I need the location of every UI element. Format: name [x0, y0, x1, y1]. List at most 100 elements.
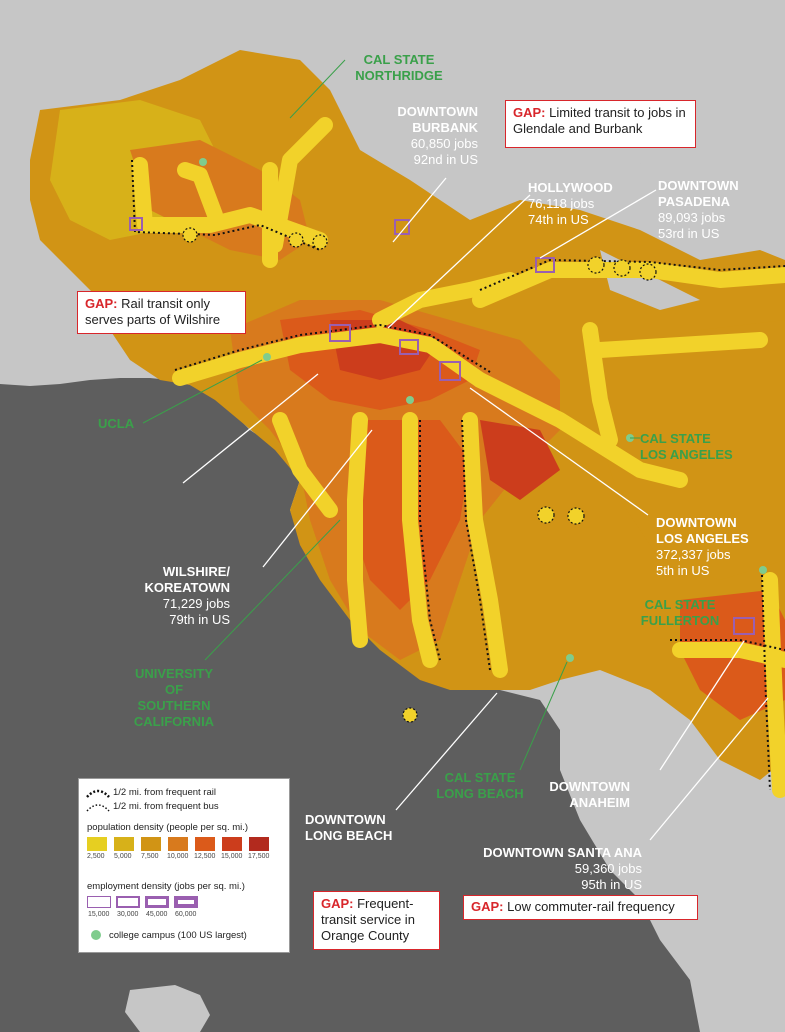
corridor-valley-north [177, 162, 223, 223]
pop-swatch-3 [141, 837, 161, 851]
urban-area-east [600, 320, 785, 580]
city-rank: 74th in US [528, 212, 589, 227]
leader-wilshire [182, 373, 319, 484]
label-cal-state-northridge: CAL STATE NORTHRIDGE [344, 52, 454, 84]
label-line: CAL STATE [644, 597, 716, 612]
label-line: NORTHRIDGE [355, 68, 443, 83]
map-legend: 1/2 mi. from frequent rail 1/2 mi. from … [78, 778, 290, 953]
employment-boxes [129, 217, 755, 635]
rail-buffer-symbol [86, 789, 110, 798]
pop-tick: 17,500 [248, 853, 270, 860]
label-line: CAL STATE [444, 770, 516, 785]
hills-gray-n [190, 0, 270, 40]
label-line: CALIFORNIA [133, 714, 215, 729]
campus-dot-ucla [263, 353, 271, 361]
city-name: HOLLYWOOD [528, 180, 613, 195]
gap-line: Orange County [321, 928, 410, 943]
city-jobs: 71,229 jobs [162, 596, 230, 611]
pop-swatch-2 [114, 837, 134, 851]
bus-stop [587, 256, 605, 274]
bus-stop [402, 707, 418, 723]
label-line: CAL STATE [363, 52, 435, 67]
corridor-south-2 [402, 412, 438, 668]
pop-tick: 5,000 [114, 853, 132, 860]
gap-tag: GAP: [471, 899, 504, 914]
campus-leader-lines [142, 59, 640, 771]
city-rank: 95th in US [581, 877, 642, 892]
bus-stop [182, 227, 198, 243]
city-name: DOWNTOWN [397, 104, 478, 119]
city-name: LOS ANGELES [656, 531, 749, 546]
employment-box [329, 324, 351, 342]
corridor-crenshaw [272, 412, 338, 518]
bus-stop [537, 506, 555, 524]
emp-tick: 45,000 [146, 911, 168, 918]
label-downtown-pasadena: DOWNTOWN PASADENA 89,093 jobs 53rd in US [658, 178, 739, 242]
leader-hollywood [387, 194, 531, 329]
emp-tick: 60,000 [175, 911, 197, 918]
pop-tick: 7,500 [141, 853, 159, 860]
label-line: LONG BEACH [436, 786, 524, 801]
bus-stop [312, 234, 328, 250]
label-line: LOS ANGELES [640, 447, 733, 462]
corridor-south-1 [347, 412, 368, 648]
mountains-gray [0, 0, 140, 110]
employment-box [733, 617, 755, 635]
label-downtown-santa-ana: DOWNTOWN SANTA ANA 59,360 jobs 95th in U… [470, 845, 642, 893]
gap-callout-glendale-burbank: GAP: Limited transit to jobs in Glendale… [505, 100, 696, 148]
city-rank: 79th in US [169, 612, 230, 627]
leader-anaheim [659, 640, 745, 771]
leader-pasadena [539, 189, 657, 259]
employment-box [535, 257, 555, 273]
emp-box-2 [116, 896, 140, 908]
label-downtown-burbank: DOWNTOWN BURBANK 60,850 jobs 92nd in US [370, 104, 478, 168]
employment-box [399, 339, 419, 355]
bus-buffer-symbol [86, 804, 110, 812]
emp-box-4 [174, 896, 198, 908]
gap-text: GAP: Rail transit only [85, 296, 238, 312]
city-jobs: 89,093 jobs [658, 210, 726, 225]
leader-la [469, 387, 649, 516]
leader-wilshire-2 [262, 429, 373, 568]
city-name: KOREATOWN [144, 580, 230, 595]
city-name: WILSHIRE/ [162, 564, 230, 579]
gap-line: Limited transit to jobs in [545, 105, 686, 120]
city-jobs: 59,360 jobs [574, 861, 642, 876]
corridor-el-monte [592, 332, 768, 358]
gap-text: GAP: Frequent- [321, 896, 432, 912]
gap-line: serves parts of Wilshire [85, 312, 221, 327]
gap-tag: GAP: [321, 896, 354, 911]
city-name: DOWNTOWN [305, 812, 386, 827]
leader-lines [182, 177, 769, 841]
city-name: ANAHEIM [569, 795, 630, 810]
city-jobs: 76,118 jobs [528, 196, 595, 211]
gap-line: transit service in [321, 912, 415, 927]
campus-dot-fullerton [759, 566, 767, 574]
city-jobs: 60,850 jobs [410, 136, 478, 151]
city-name: DOWNTOWN [658, 178, 739, 193]
leader-santa-ana [649, 697, 769, 841]
campus-dots [199, 158, 767, 662]
pop-tick: 2,500 [87, 853, 105, 860]
palos-verdes [125, 985, 210, 1032]
corridor-santa-ana [762, 572, 785, 798]
legend-emp-title: employment density (jobs per sq. mi.) [87, 881, 245, 892]
city-name: DOWNTOWN [549, 779, 630, 794]
bus-stop [567, 507, 585, 525]
bus-stop [613, 259, 631, 277]
pop-swatch-5 [195, 837, 215, 851]
leader-csulb [519, 661, 568, 771]
city-jobs: 372,337 jobs [656, 547, 731, 562]
gap-line: Frequent- [353, 896, 414, 911]
label-cal-state-long-beach: CAL STATE LONG BEACH [430, 770, 530, 802]
gap-tag: GAP: [513, 105, 546, 120]
gap-callout-orange-county: GAP: Frequent- transit service in Orange… [313, 891, 440, 950]
emp-box-3 [145, 896, 169, 908]
city-name: PASADENA [658, 194, 730, 209]
pop-tick: 10,000 [167, 853, 189, 860]
city-rank: 92nd in US [413, 152, 478, 167]
city-rank: 53rd in US [658, 226, 720, 241]
pop-swatch-4 [168, 837, 188, 851]
bus-stop [639, 263, 657, 281]
pop-swatch-1 [87, 837, 107, 851]
